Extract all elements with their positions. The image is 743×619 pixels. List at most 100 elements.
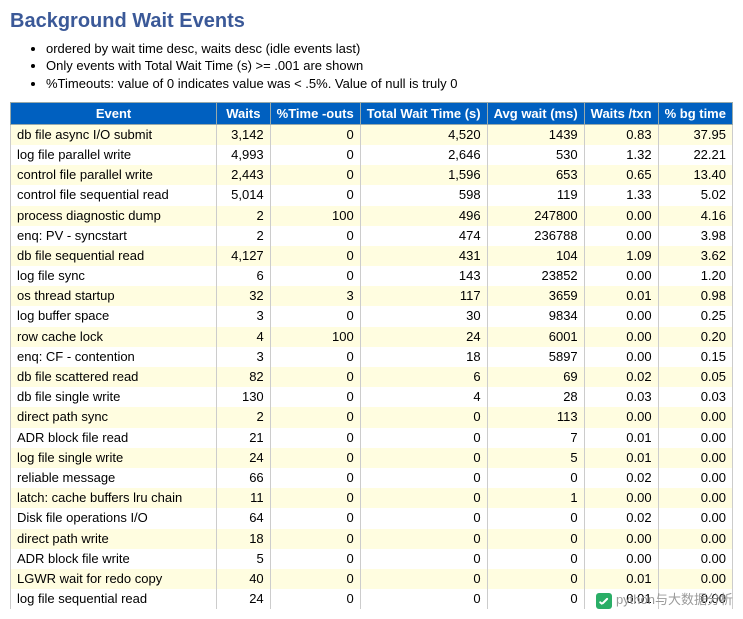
table-cell: 0 xyxy=(487,549,584,569)
table-cell: db file single write xyxy=(11,387,217,407)
table-row: latch: cache buffers lru chain110010.000… xyxy=(11,488,733,508)
table-cell: 0.25 xyxy=(658,306,732,326)
table-cell: 18 xyxy=(360,347,487,367)
table-cell: 0 xyxy=(360,569,487,589)
table-cell: process diagnostic dump xyxy=(11,206,217,226)
table-cell: ADR block file read xyxy=(11,428,217,448)
table-cell: 0 xyxy=(487,569,584,589)
table-row: reliable message660000.020.00 xyxy=(11,468,733,488)
wait-events-table: EventWaits%Time -outsTotal Wait Time (s)… xyxy=(10,102,733,610)
table-cell: 0 xyxy=(487,508,584,528)
table-header-cell: Waits xyxy=(217,102,271,124)
table-cell: 6 xyxy=(217,266,271,286)
table-cell: 11 xyxy=(217,488,271,508)
table-cell: 0.00 xyxy=(658,508,732,528)
table-cell: 21 xyxy=(217,428,271,448)
table-cell: 1 xyxy=(487,488,584,508)
table-cell: 3659 xyxy=(487,286,584,306)
table-cell: 69 xyxy=(487,367,584,387)
table-cell: 0 xyxy=(487,468,584,488)
note-item: ordered by wait time desc, waits desc (i… xyxy=(46,41,733,57)
table-cell: 24 xyxy=(217,448,271,468)
table-cell: 0 xyxy=(270,226,360,246)
table-row: log file parallel write4,99302,6465301.3… xyxy=(11,145,733,165)
table-cell: 0.00 xyxy=(584,327,658,347)
table-cell: log file sync xyxy=(11,266,217,286)
table-cell: 0.01 xyxy=(584,286,658,306)
table-cell: 0 xyxy=(360,508,487,528)
table-cell: 113 xyxy=(487,407,584,427)
table-cell: 0.00 xyxy=(584,407,658,427)
table-cell: 0 xyxy=(270,124,360,145)
table-cell: 474 xyxy=(360,226,487,246)
table-cell: 530 xyxy=(487,145,584,165)
table-cell: 100 xyxy=(270,206,360,226)
table-header-cell: % bg time xyxy=(658,102,732,124)
table-header-cell: Event xyxy=(11,102,217,124)
table-cell: 0.05 xyxy=(658,367,732,387)
table-cell: 0.98 xyxy=(658,286,732,306)
table-cell: 2 xyxy=(217,206,271,226)
table-cell: 0.00 xyxy=(658,529,732,549)
table-cell: 0 xyxy=(270,448,360,468)
table-cell: 22.21 xyxy=(658,145,732,165)
table-cell: 0.83 xyxy=(584,124,658,145)
table-cell: 0.02 xyxy=(584,367,658,387)
table-row: process diagnostic dump21004962478000.00… xyxy=(11,206,733,226)
table-row: db file scattered read8206690.020.05 xyxy=(11,367,733,387)
table-header-cell: Waits /txn xyxy=(584,102,658,124)
table-cell: 0.00 xyxy=(584,529,658,549)
table-row: direct path sync2001130.000.00 xyxy=(11,407,733,427)
table-cell: 0 xyxy=(360,529,487,549)
table-row: direct path write180000.000.00 xyxy=(11,529,733,549)
table-cell: 2,646 xyxy=(360,145,487,165)
table-cell: 0 xyxy=(270,407,360,427)
table-cell: 0.00 xyxy=(584,266,658,286)
table-row: control file sequential read5,0140598119… xyxy=(11,185,733,205)
table-cell: 653 xyxy=(487,165,584,185)
table-cell: 1.09 xyxy=(584,246,658,266)
table-header-cell: Avg wait (ms) xyxy=(487,102,584,124)
table-cell: 0.20 xyxy=(658,327,732,347)
table-row: db file sequential read4,12704311041.093… xyxy=(11,246,733,266)
table-cell: 0.03 xyxy=(584,387,658,407)
table-cell: 0 xyxy=(487,589,584,609)
table-cell: 598 xyxy=(360,185,487,205)
table-cell: 0.65 xyxy=(584,165,658,185)
table-cell: 0.00 xyxy=(584,549,658,569)
table-cell: 13.40 xyxy=(658,165,732,185)
table-row: row cache lock41002460010.000.20 xyxy=(11,327,733,347)
table-cell: latch: cache buffers lru chain xyxy=(11,488,217,508)
table-row: db file single write13004280.030.03 xyxy=(11,387,733,407)
table-row: enq: CF - contention301858970.000.15 xyxy=(11,347,733,367)
table-cell: 0.01 xyxy=(584,448,658,468)
table-cell: ADR block file write xyxy=(11,549,217,569)
table-cell: 5 xyxy=(487,448,584,468)
table-cell: 4,993 xyxy=(217,145,271,165)
table-row: os thread startup32311736590.010.98 xyxy=(11,286,733,306)
table-cell: 236788 xyxy=(487,226,584,246)
table-cell: 6 xyxy=(360,367,487,387)
table-cell: 0 xyxy=(360,428,487,448)
table-cell: direct path sync xyxy=(11,407,217,427)
table-row: log file single write240050.010.00 xyxy=(11,448,733,468)
table-cell: log file sequential read xyxy=(11,589,217,609)
table-cell: 1.33 xyxy=(584,185,658,205)
table-cell: 0.00 xyxy=(658,549,732,569)
table-cell: 0 xyxy=(270,165,360,185)
table-cell: 0.01 xyxy=(584,589,658,609)
table-cell: Disk file operations I/O xyxy=(11,508,217,528)
table-cell: os thread startup xyxy=(11,286,217,306)
table-cell: 0 xyxy=(360,407,487,427)
table-cell: 0 xyxy=(360,448,487,468)
table-cell: 1439 xyxy=(487,124,584,145)
table-cell: 0.02 xyxy=(584,468,658,488)
table-cell: 0 xyxy=(270,428,360,448)
table-row: log file sync60143238520.001.20 xyxy=(11,266,733,286)
table-cell: 0 xyxy=(360,589,487,609)
table-cell: 0.00 xyxy=(658,488,732,508)
table-cell: LGWR wait for redo copy xyxy=(11,569,217,589)
table-cell: control file parallel write xyxy=(11,165,217,185)
table-cell: 5.02 xyxy=(658,185,732,205)
table-cell: 66 xyxy=(217,468,271,488)
